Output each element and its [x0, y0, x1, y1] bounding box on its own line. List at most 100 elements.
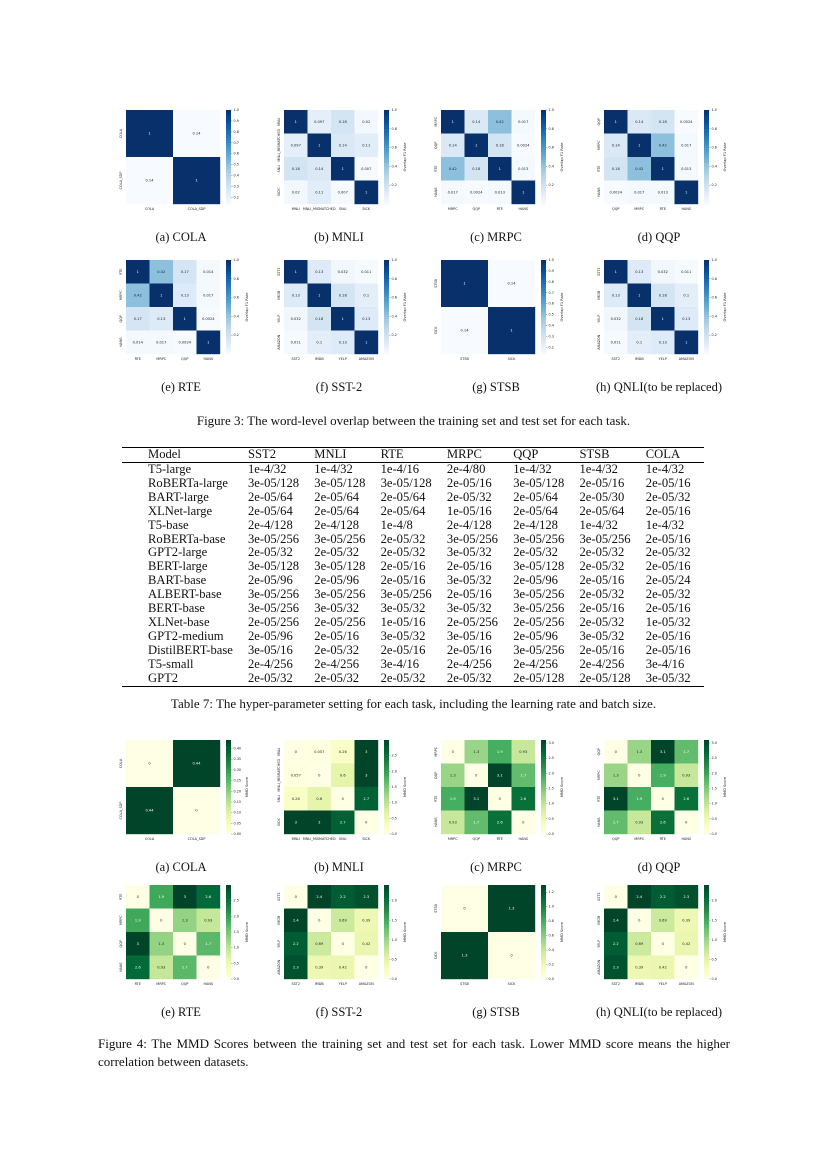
y-tick-label: RTE: [119, 894, 123, 900]
heatmap-cell: [331, 283, 355, 308]
colorbar-segment: [226, 953, 231, 956]
colorbar-segment: [704, 924, 709, 928]
colorbar-segment: [541, 299, 546, 303]
heatmap-cell: [674, 955, 699, 980]
table-caption: Table 7: The hyper-parameter setting for…: [170, 696, 657, 711]
heatmap-cell: [307, 908, 332, 933]
heatmap-cell: [307, 932, 332, 956]
colorbar-segment: [226, 967, 231, 970]
colorbar-segment: [541, 131, 546, 134]
colorbar-segment: [384, 819, 389, 823]
colorbar-segment: [384, 290, 389, 294]
colorbar-segment: [384, 119, 389, 123]
colorbar-tick-label: 1.0: [392, 938, 397, 942]
cell-label: 0.13: [292, 293, 300, 297]
colorbar-segment: [541, 142, 546, 146]
colorbar-tick-label: 1.0: [392, 108, 397, 112]
y-tick-label: MRPC: [434, 746, 438, 756]
heatmap-cell: [173, 787, 221, 835]
cell-label: 0: [638, 773, 641, 777]
cell-label: 1: [510, 329, 512, 333]
colorbar-segment: [704, 154, 709, 158]
colorbar-segment: [704, 779, 709, 783]
table-cell: 2e-05/30: [579, 489, 625, 504]
y-tick-label: SICK: [277, 188, 281, 197]
colorbar-segment: [541, 922, 546, 926]
colorbar-segment: [541, 749, 546, 753]
subfigure-caption: (a) COLA: [155, 230, 207, 244]
heatmap-cell: [441, 787, 465, 811]
y-tick-label: COLA_SDP: [119, 802, 123, 820]
cell-label: 0: [195, 809, 198, 813]
cell-label: 1.7: [520, 773, 526, 777]
colorbar-segment: [226, 131, 231, 134]
x-tick-label: YELP: [659, 982, 667, 986]
colorbar-segment: [541, 187, 546, 191]
heatmap-cell: [354, 330, 379, 355]
cell-label: 1: [195, 179, 197, 183]
x-tick-label: SICK: [362, 837, 371, 841]
colorbar-segment: [541, 763, 546, 767]
colorbar-segment: [384, 307, 389, 310]
heatmap-cell: [464, 810, 489, 835]
colorbar-segment: [226, 323, 231, 327]
y-tick-label: IMDB: [277, 290, 281, 300]
colorbar-segment: [541, 318, 546, 322]
colorbar-segment: [384, 808, 389, 811]
x-tick-label: IMDB: [315, 357, 325, 361]
colorbar-segment: [384, 976, 389, 980]
heatmap-panel: 1 0.097 0.18 0.02 0.097 1 0.14 0.11 0.18 0.14 1 0.0…: [277, 108, 407, 211]
cell-label: 1: [615, 270, 617, 274]
colorbar-segment: [384, 894, 389, 898]
colorbar-segment: [541, 173, 546, 177]
colorbar-segment: [226, 292, 231, 296]
heatmap-cell: [651, 157, 675, 181]
colorbar-segment: [541, 887, 546, 890]
colorbar-segment: [704, 339, 709, 343]
colorbar-segment: [704, 796, 709, 800]
colorbar-segment: [226, 957, 231, 961]
y-tick-label: STSB: [434, 278, 438, 287]
cell-label: 0.017: [156, 340, 166, 344]
colorbar-segment: [704, 152, 709, 155]
y-tick-label: SST2: [277, 267, 281, 276]
colorbar-segment: [226, 929, 231, 933]
cell-label: 1.3: [158, 942, 164, 946]
y-tick-label: SST2: [597, 267, 601, 276]
x-tick-label: HANS: [203, 357, 213, 361]
table-cell: 2e-4/256: [248, 656, 293, 671]
colorbar-segment: [226, 189, 231, 193]
x-tick-label: SST2: [291, 982, 300, 986]
colorbar-segment: [704, 740, 709, 743]
table-cell: 3e-05/256: [513, 531, 565, 546]
heatmap-cell: [464, 740, 489, 764]
colorbar-segment: [226, 770, 231, 774]
cell-label: 0.39: [682, 918, 691, 922]
colorbar-segment: [704, 920, 709, 923]
cell-label: 3.1: [660, 750, 666, 754]
heatmap-cell: [331, 932, 355, 956]
colorbar-segment: [384, 299, 389, 303]
heatmap-cell: [627, 260, 652, 284]
column-header: RTE: [380, 447, 447, 463]
colorbar-segment: [704, 896, 709, 900]
colorbar-segment: [541, 967, 546, 970]
colorbar-segment: [384, 274, 389, 277]
colorbar-segment: [704, 299, 709, 303]
colorbar-segment: [704, 960, 709, 963]
colorbar-segment: [704, 173, 709, 177]
heatmap-cell: [674, 932, 699, 956]
heatmap-cell: [464, 763, 489, 788]
colorbar-tick-label: 0.4: [712, 314, 717, 318]
colorbar-label: MMD Score: [403, 921, 407, 942]
heatmap-cell: [441, 157, 465, 181]
colorbar-segment: [704, 761, 709, 764]
heatmap-cell: [126, 908, 150, 933]
colorbar-segment: [541, 808, 546, 811]
table-cell: 3e-05/128: [380, 475, 432, 490]
colorbar-segment: [384, 754, 389, 757]
cell-label: 1: [685, 190, 687, 194]
colorbar-segment: [704, 826, 709, 830]
cell-label: 0.13: [659, 340, 667, 344]
colorbar-segment: [226, 782, 231, 785]
